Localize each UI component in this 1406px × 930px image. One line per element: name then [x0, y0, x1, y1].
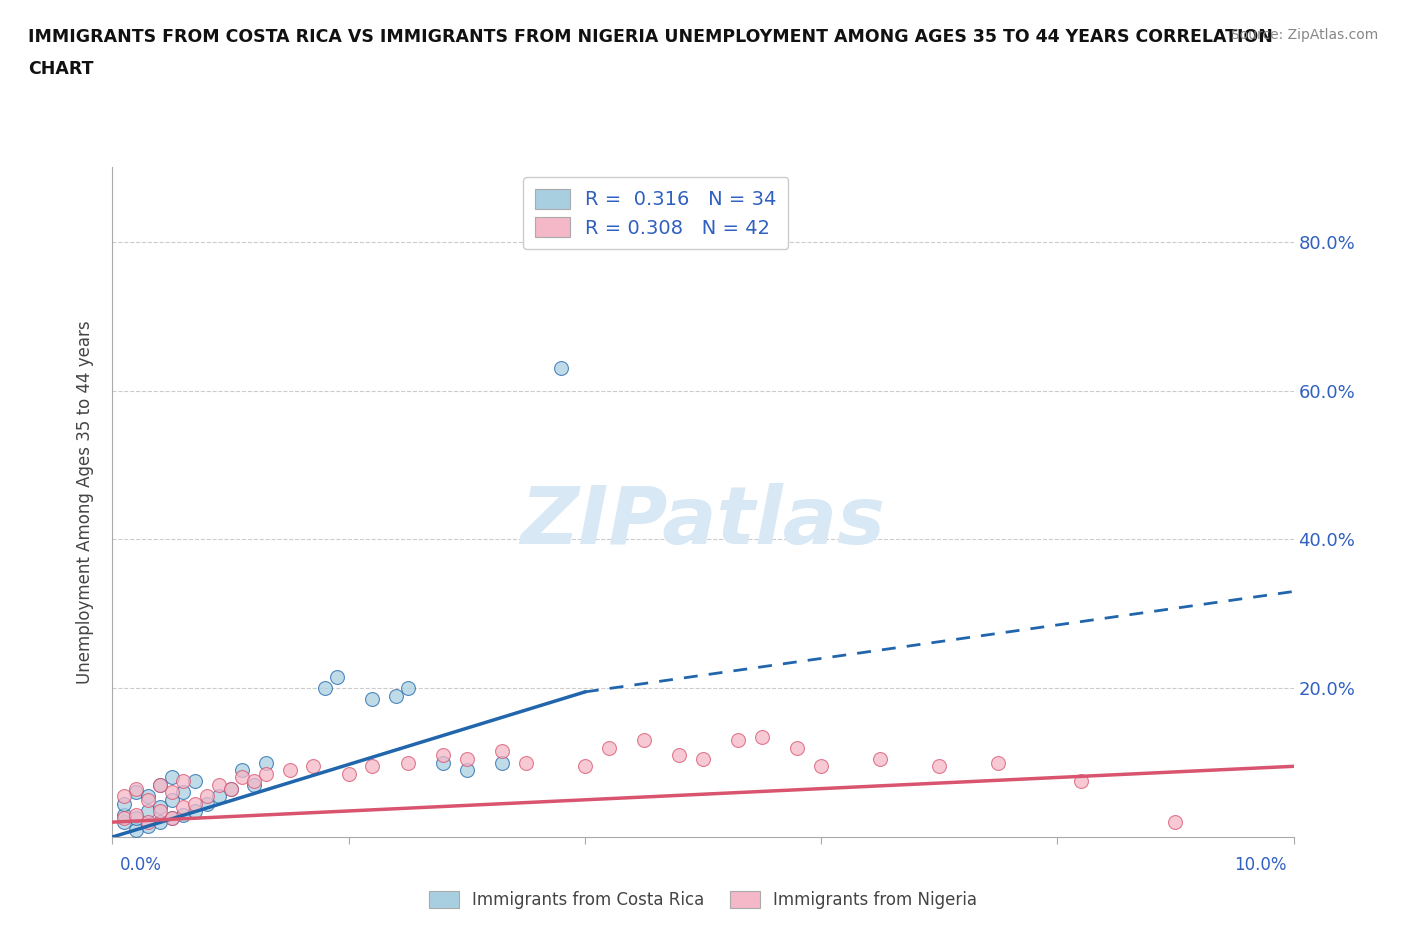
Point: [515, 755, 537, 770]
Point: [172, 785, 194, 800]
Point: [361, 759, 384, 774]
Point: [928, 759, 950, 774]
Point: [125, 807, 148, 822]
Point: [184, 774, 207, 789]
Point: [149, 800, 172, 815]
Point: [125, 811, 148, 826]
Legend: Immigrants from Costa Rica, Immigrants from Nigeria: Immigrants from Costa Rica, Immigrants f…: [422, 884, 984, 916]
Point: [172, 807, 194, 822]
Point: [243, 774, 266, 789]
Point: [456, 763, 478, 777]
Point: [432, 755, 454, 770]
Point: [574, 759, 596, 774]
Point: [136, 815, 159, 830]
Point: [208, 777, 231, 792]
Point: [254, 755, 277, 770]
Point: [136, 792, 159, 807]
Point: [136, 789, 159, 804]
Point: [136, 804, 159, 818]
Point: [243, 777, 266, 792]
Point: [278, 763, 301, 777]
Point: [396, 681, 419, 696]
Point: [160, 811, 183, 826]
Text: 0.0%: 0.0%: [120, 856, 162, 873]
Point: [149, 804, 172, 818]
Point: [195, 796, 218, 811]
Point: [432, 748, 454, 763]
Point: [112, 796, 135, 811]
Text: 10.0%: 10.0%: [1234, 856, 1286, 873]
Point: [254, 766, 277, 781]
Point: [987, 755, 1010, 770]
Point: [160, 811, 183, 826]
Point: [125, 785, 148, 800]
Point: [786, 740, 808, 755]
Point: [491, 744, 513, 759]
Point: [1070, 774, 1092, 789]
Text: CHART: CHART: [28, 60, 94, 78]
Point: [172, 774, 194, 789]
Point: [149, 777, 172, 792]
Point: [112, 789, 135, 804]
Point: [112, 807, 135, 822]
Point: [1164, 815, 1187, 830]
Point: [136, 818, 159, 833]
Point: [633, 733, 655, 748]
Point: [219, 781, 242, 796]
Point: [302, 759, 325, 774]
Point: [125, 781, 148, 796]
Point: [810, 759, 832, 774]
Point: [314, 681, 336, 696]
Point: [112, 815, 135, 830]
Point: [385, 688, 408, 703]
Point: [231, 763, 253, 777]
Point: [112, 811, 135, 826]
Point: [160, 770, 183, 785]
Point: [149, 777, 172, 792]
Point: [326, 670, 349, 684]
Point: [668, 748, 690, 763]
Point: [692, 751, 714, 766]
Point: [598, 740, 620, 755]
Point: [125, 822, 148, 837]
Text: Source: ZipAtlas.com: Source: ZipAtlas.com: [1230, 28, 1378, 42]
Point: [219, 781, 242, 796]
Point: [160, 785, 183, 800]
Point: [727, 733, 749, 748]
Point: [160, 792, 183, 807]
Point: [208, 789, 231, 804]
Text: IMMIGRANTS FROM COSTA RICA VS IMMIGRANTS FROM NIGERIA UNEMPLOYMENT AMONG AGES 35: IMMIGRANTS FROM COSTA RICA VS IMMIGRANTS…: [28, 28, 1272, 46]
Point: [751, 729, 773, 744]
Point: [361, 692, 384, 707]
Point: [184, 804, 207, 818]
Point: [231, 770, 253, 785]
Point: [149, 815, 172, 830]
Y-axis label: Unemployment Among Ages 35 to 44 years: Unemployment Among Ages 35 to 44 years: [76, 321, 94, 684]
Point: [491, 755, 513, 770]
Point: [396, 755, 419, 770]
Point: [337, 766, 360, 781]
Point: [184, 796, 207, 811]
Point: [869, 751, 891, 766]
Text: ZIPatlas: ZIPatlas: [520, 484, 886, 562]
Point: [172, 800, 194, 815]
Point: [550, 361, 572, 376]
Point: [456, 751, 478, 766]
Point: [195, 789, 218, 804]
